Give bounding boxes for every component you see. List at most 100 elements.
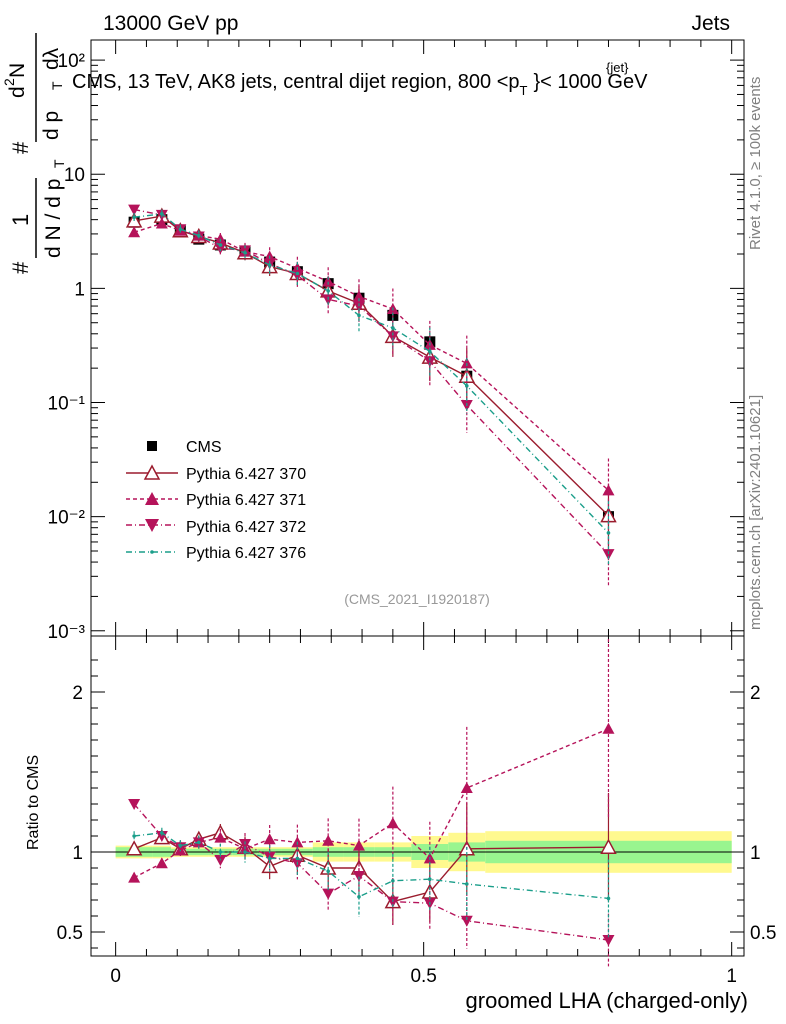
ylabel-one: 1 [8,214,33,226]
ylabel-hash-2: # [8,141,33,154]
ratio-point-376 [243,850,247,854]
main-y-tick-label: 10⁻² [48,508,86,529]
main-point-376 [357,313,361,318]
ratio-point-371 [386,817,399,829]
ratio-y-tick-label-right: 0.5 [750,923,776,944]
main-point-372 [128,204,141,216]
category-label: Jets [691,12,730,35]
plot-title-sup: {jet} [606,60,629,75]
main-y-tick-label: 1 [74,279,85,300]
legend-label-376: Pythia 6.427 376 [186,545,306,562]
ratio-point-376 [464,882,469,886]
ratio-point-371 [214,831,227,843]
main-ylabel: # 1 d N / d p T # d 2 N d p T dλ [1,33,67,274]
ratio-point-376 [357,895,361,899]
svg-text:CMS, 13 TeV, AK8 jets, central: CMS, 13 TeV, AK8 jets, central dijet reg… [72,71,648,98]
ratio-panel-frame [90,635,745,957]
main-axis-ticks: 10⁻³ 10⁻² 10⁻¹ 1 10 10² [48,40,744,643]
ratio-y-tick-label-right: 2 [750,683,761,704]
main-point-372 [214,243,227,255]
main-point-372 [602,549,615,561]
ratio-point-372 [239,839,252,850]
ylabel-dn-dpt: d N / d p [42,179,65,258]
ratio-point-376 [178,843,183,848]
main-point-376 [243,250,247,255]
ylabel-hash-1: # [8,261,33,274]
ratio-point-372 [352,871,365,882]
ratio-point-376 [197,840,201,845]
ratio-point-371 [460,782,473,793]
main-point-371 [155,217,168,229]
main-point-371 [128,226,141,238]
plot-title: CMS, 13 TeV, AK8 jets, central dijet reg… [72,60,648,98]
ratio-point-376 [218,850,223,854]
ratio-uncertainty-bands [91,831,744,873]
ratio-y-tick-label: 2 [72,683,83,704]
ratio-y-tick-label-right: 1 [750,843,761,864]
x-tick-label: 0 [110,966,121,987]
ratio-point-376 [428,877,432,881]
main-point-376 [391,326,395,330]
ratio-point-372 [214,855,227,866]
plot-title-end: }< 1000 GeV [533,71,648,93]
main-y-tick-label: 10⁻¹ [48,394,86,415]
ylabel-t1: T [51,159,67,168]
main-point-376 [326,289,330,293]
ratio-point-372 [460,915,473,927]
ylabel-n: N [6,63,29,78]
energy-label: 13000 GeV pp [103,12,238,35]
ylabel-d: d [6,86,29,98]
ratio-point-371 [155,857,168,869]
legend-label-371: Pythia 6.427 371 [186,492,306,509]
legend: CMS Pythia 6.427 370 Pythia 6.427 371 Py… [126,439,306,562]
main-point-376 [464,384,469,388]
ratio-point-371 [602,722,615,734]
x-tick-label: 1 [726,966,737,987]
rivet-label: Rivet 4.1.0, ≥ 100k events [747,77,764,250]
main-point-372 [322,294,335,306]
main-point-376 [132,215,136,220]
ratio-axis-ticks: 0.5 0.5 1 1 2 2 0 0.5 1 [57,636,776,987]
ylabel-dlambda: dλ [40,47,63,70]
ylabel-two: 2 [1,78,17,86]
ratio-point-370 [125,840,143,856]
main-point-376 [218,243,223,247]
analysis-id: (CMS_2021_I1920187) [344,591,490,607]
ratio-point-376 [391,879,395,883]
ratio-ylabel: Ratio to CMS [25,755,42,850]
main-point-371 [322,275,335,287]
legend-marker-371 [145,492,159,505]
ratio-point-376 [295,856,300,861]
ratio-point-371 [128,871,141,883]
x-tick-label: 0.5 [410,966,436,987]
legend-marker-372 [145,519,159,532]
ratio-point-371 [322,834,335,846]
main-point-371 [214,233,227,245]
main-point-372 [386,331,399,343]
main-point-376 [295,271,300,276]
x-axis-label: groomed LHA (charged-only) [466,988,748,1013]
ratio-point-376 [160,831,164,835]
legend-marker-cms [147,441,157,451]
ylabel-dpt: d p [40,111,63,140]
main-y-tick-label: 10⁻³ [48,622,86,643]
ratio-point-376 [267,856,272,861]
main-point-376 [160,212,164,216]
ratio-point-372 [128,799,141,810]
plot-title-sub: T [520,83,528,98]
ratio-point-372 [602,935,615,946]
ratio-point-370 [600,838,617,854]
main-point-376 [197,233,201,238]
main-y-tick-label: 10 [64,165,85,186]
ratio-y-tick-label: 1 [72,843,83,864]
ratio-point-376 [132,834,136,838]
ratio-y-tick-label: 0.5 [57,923,83,944]
main-series-group [125,204,617,586]
ratio-point-371 [263,833,276,845]
main-point-372 [423,356,436,368]
legend-marker-376 [150,550,154,554]
ratio-point-372 [322,888,335,900]
ratio-point-376 [326,869,330,873]
main-y-tick-label: 10² [58,51,85,72]
